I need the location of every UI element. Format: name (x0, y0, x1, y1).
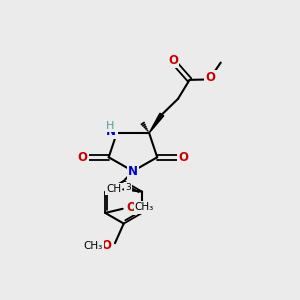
Text: 3: 3 (125, 183, 131, 192)
Text: O: O (205, 71, 215, 84)
Text: O: O (168, 53, 178, 67)
Text: N: N (128, 165, 138, 178)
Text: O: O (101, 239, 112, 253)
Text: O: O (126, 201, 136, 214)
Polygon shape (149, 113, 164, 133)
Text: H: H (106, 121, 114, 130)
Text: O: O (77, 151, 87, 164)
Text: CH: CH (106, 184, 121, 194)
Text: CH₃: CH₃ (135, 202, 154, 212)
Text: N: N (106, 125, 116, 138)
Text: CH₃: CH₃ (84, 241, 103, 251)
Text: O: O (179, 151, 189, 164)
